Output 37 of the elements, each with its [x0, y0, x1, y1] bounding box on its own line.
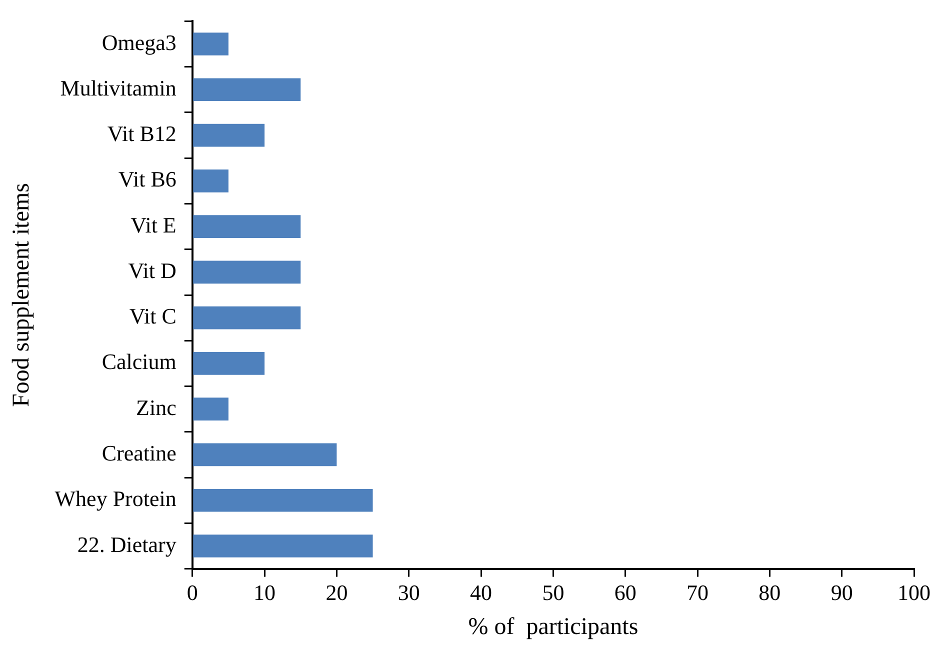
y-tick-label: 22. Dietary: [77, 532, 176, 557]
bar: [193, 534, 373, 558]
bar: [193, 260, 301, 284]
bar: [193, 170, 228, 192]
x-tick-label: 10: [254, 580, 276, 605]
x-tick-label: 100: [898, 580, 930, 605]
x-tick-label: 60: [614, 580, 636, 605]
x-tick-label: 20: [326, 580, 348, 605]
x-tick-label: 90: [830, 580, 853, 605]
y-tick-label: Vit D: [128, 258, 176, 283]
y-tick-label: Creatine: [102, 440, 176, 466]
x-tick-label: 70: [686, 580, 709, 605]
x-tick-label: 80: [758, 580, 781, 605]
bar: [193, 32, 228, 56]
y-tick-label: Zinc: [136, 394, 177, 420]
bar: [193, 306, 301, 330]
x-tick-label: 50: [542, 580, 564, 605]
bar: [193, 124, 265, 147]
y-tick-label: Multivitamin: [60, 75, 176, 100]
y-tick-label: Vit B6: [118, 166, 176, 192]
x-tick-label: 40: [470, 580, 492, 605]
y-tick-label: Vit C: [129, 304, 176, 329]
bar: [193, 398, 228, 420]
x-tick-label: 30: [398, 580, 420, 605]
bar: [193, 488, 373, 512]
y-tick-label: Vit E: [130, 212, 176, 238]
bar: [193, 443, 337, 466]
y-tick-label: Vit B12: [107, 121, 176, 146]
bar: [193, 215, 301, 238]
y-tick-label: Whey Protein: [54, 486, 176, 512]
y-axis-title: Food supplement items: [8, 183, 35, 407]
x-tick-label: 0: [186, 580, 198, 605]
y-tick-label: Omega3: [102, 30, 176, 55]
y-tick-label: Calcium: [102, 349, 176, 374]
x-axis-title: % of participants: [468, 614, 638, 640]
bar: [193, 78, 301, 102]
bar: [193, 352, 265, 375]
